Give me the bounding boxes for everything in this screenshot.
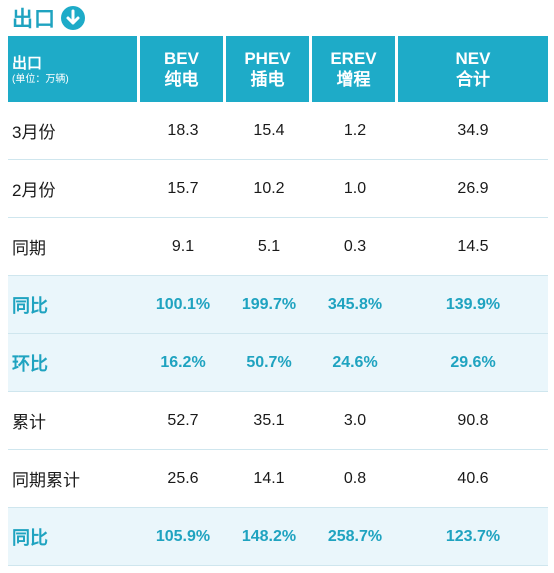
- table-cell: 9.1: [140, 218, 226, 276]
- column-header-line1: BEV: [164, 49, 199, 68]
- header-row: 出口 (单位：万辆) BEV 纯电 PHEV 插电 EREV 增程 NEV 合计: [8, 36, 548, 102]
- table-cell: 105.9%: [140, 508, 226, 566]
- table-cell: 15.7: [140, 160, 226, 218]
- table-cell: 15.4: [226, 102, 312, 160]
- column-header-nev: NEV 合计: [398, 36, 548, 102]
- table-cell: 14.1: [226, 450, 312, 508]
- table-cell: 14.5: [398, 218, 548, 276]
- table-cell: 34.9: [398, 102, 548, 160]
- column-header-phev: PHEV 插电: [226, 36, 312, 102]
- table-cell: 50.7%: [226, 334, 312, 392]
- section-title-text: 出口: [12, 8, 56, 31]
- row-label: 3月份: [8, 102, 140, 160]
- table-cell: 29.6%: [398, 334, 548, 392]
- row-label: 累计: [8, 392, 140, 450]
- row-label: 同比: [8, 508, 140, 566]
- column-header-bev: BEV 纯电: [140, 36, 226, 102]
- row-header-cell: 出口 (单位：万辆): [8, 36, 140, 102]
- column-header-line1: PHEV: [244, 49, 291, 68]
- table-cell: 148.2%: [226, 508, 312, 566]
- table-cell: 25.6: [140, 450, 226, 508]
- column-header-line2: 插电: [250, 70, 285, 89]
- table-row: 同期 9.1 5.1 0.3 14.5: [8, 218, 548, 276]
- table-cell: 123.7%: [398, 508, 548, 566]
- section-title: 出口: [0, 0, 554, 36]
- table-cell: 90.8: [398, 392, 548, 450]
- row-label: 同期: [8, 218, 140, 276]
- unit-label: (单位：万辆): [12, 73, 69, 85]
- table-row: 同比 100.1% 199.7% 345.8% 139.9%: [8, 276, 548, 334]
- arrow-down-circle-icon: [60, 5, 86, 31]
- row-label: 2月份: [8, 160, 140, 218]
- table-cell: 24.6%: [312, 334, 398, 392]
- column-header-line1: EREV: [330, 49, 377, 68]
- column-header-line1: NEV: [455, 49, 491, 68]
- table-row: 同比 105.9% 148.2% 258.7% 123.7%: [8, 508, 548, 566]
- table-row: 累计 52.7 35.1 3.0 90.8: [8, 392, 548, 450]
- table-cell: 26.9: [398, 160, 548, 218]
- table-cell: 1.2: [312, 102, 398, 160]
- row-label: 同期累计: [8, 450, 140, 508]
- row-header-label: 出口: [12, 54, 43, 72]
- table-cell: 35.1: [226, 392, 312, 450]
- column-header-line2: 增程: [336, 70, 371, 89]
- table-cell: 139.9%: [398, 276, 548, 334]
- table-cell: 199.7%: [226, 276, 312, 334]
- table-cell: 10.2: [226, 160, 312, 218]
- table-cell: 40.6: [398, 450, 548, 508]
- table-row: 同期累计 25.6 14.1 0.8 40.6: [8, 450, 548, 508]
- table-row: 环比 16.2% 50.7% 24.6% 29.6%: [8, 334, 548, 392]
- table-cell: 5.1: [226, 218, 312, 276]
- table-cell: 0.3: [312, 218, 398, 276]
- row-label: 同比: [8, 276, 140, 334]
- column-header-line2: 合计: [456, 70, 490, 89]
- export-table: 出口 (单位：万辆) BEV 纯电 PHEV 插电 EREV 增程 NEV 合计…: [8, 36, 548, 566]
- table-cell: 18.3: [140, 102, 226, 160]
- table-cell: 52.7: [140, 392, 226, 450]
- table-cell: 16.2%: [140, 334, 226, 392]
- table-cell: 0.8: [312, 450, 398, 508]
- table-row: 3月份 18.3 15.4 1.2 34.9: [8, 102, 548, 160]
- column-header-erev: EREV 增程: [312, 36, 398, 102]
- table-row: 2月份 15.7 10.2 1.0 26.9: [8, 160, 548, 218]
- column-header-line2: 纯电: [164, 70, 199, 89]
- row-label: 环比: [8, 334, 140, 392]
- table-cell: 3.0: [312, 392, 398, 450]
- table-cell: 100.1%: [140, 276, 226, 334]
- table-cell: 258.7%: [312, 508, 398, 566]
- table-cell: 1.0: [312, 160, 398, 218]
- table-cell: 345.8%: [312, 276, 398, 334]
